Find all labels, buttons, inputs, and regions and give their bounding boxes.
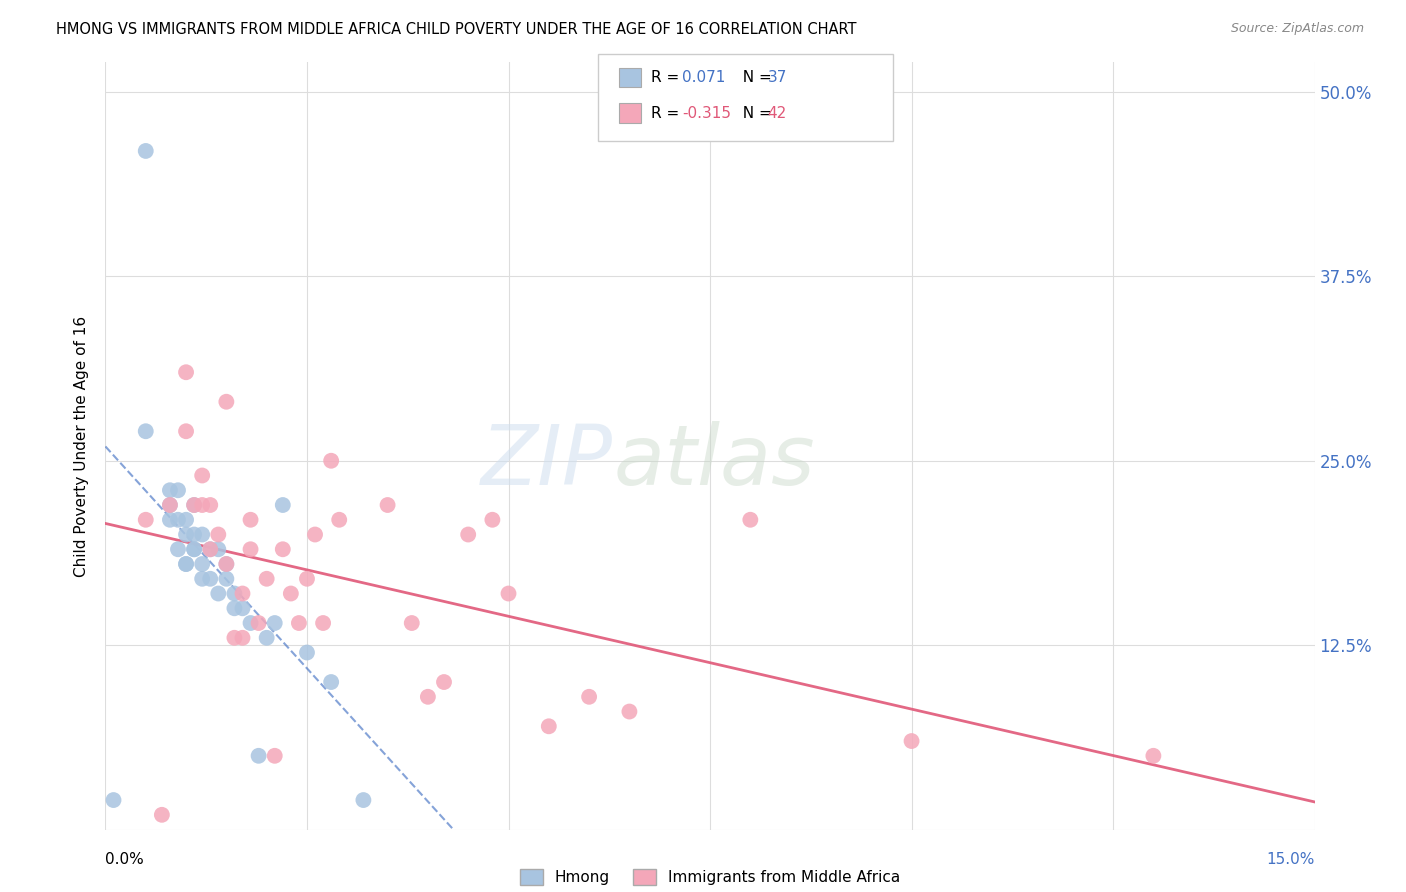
Point (619, 705, 641, 719)
Point (498, 586, 520, 600)
Text: 15.0%: 15.0% (1267, 852, 1315, 867)
Point (207, 527, 229, 541)
Point (167, 542, 190, 557)
Point (103, 793, 125, 807)
Point (135, 144, 157, 158)
Point (740, 513, 762, 527)
Point (191, 527, 214, 541)
Point (900, 734, 922, 748)
Point (231, 586, 253, 600)
Point (295, 572, 318, 586)
Point (183, 498, 205, 512)
Point (457, 527, 479, 541)
Point (159, 498, 181, 512)
Point (328, 513, 350, 527)
Text: 0.0%: 0.0% (105, 852, 145, 867)
Text: atlas: atlas (613, 421, 815, 502)
Point (231, 631, 253, 645)
Point (183, 498, 205, 512)
Text: N =: N = (733, 106, 776, 120)
Point (433, 675, 456, 690)
Point (295, 646, 318, 660)
Point (481, 513, 503, 527)
Point (321, 454, 343, 468)
Point (159, 513, 181, 527)
Point (183, 542, 205, 557)
Point (231, 601, 253, 615)
Point (247, 615, 270, 630)
Point (191, 468, 214, 483)
Text: 37: 37 (768, 70, 787, 85)
Point (183, 542, 205, 557)
Text: 0.071: 0.071 (682, 70, 725, 85)
Point (200, 498, 222, 512)
Point (312, 615, 335, 630)
Point (352, 793, 374, 807)
Text: ZIP: ZIP (481, 421, 613, 502)
Point (271, 498, 294, 512)
Point (256, 631, 278, 645)
Point (174, 557, 197, 571)
Point (288, 615, 311, 630)
Text: -0.315: -0.315 (682, 106, 731, 120)
Point (224, 586, 246, 600)
Point (1142, 748, 1164, 763)
Point (159, 498, 181, 512)
Point (191, 557, 214, 571)
Point (239, 513, 262, 527)
Point (263, 615, 285, 630)
Point (200, 542, 222, 557)
Point (215, 557, 238, 571)
Point (377, 498, 399, 512)
Point (207, 542, 229, 557)
Point (150, 807, 173, 822)
Point (416, 690, 439, 704)
Point (135, 424, 157, 438)
Point (174, 513, 197, 527)
Text: N =: N = (733, 70, 776, 85)
Point (200, 542, 222, 557)
Text: R =: R = (651, 106, 685, 120)
Point (174, 527, 197, 541)
Point (174, 424, 197, 438)
Legend: Hmong, Immigrants from Middle Africa: Hmong, Immigrants from Middle Africa (513, 863, 907, 891)
Point (135, 513, 157, 527)
Point (304, 527, 326, 541)
Point (200, 572, 222, 586)
Point (280, 586, 302, 600)
Point (183, 527, 205, 541)
Point (578, 690, 600, 704)
Text: R =: R = (651, 70, 685, 85)
Point (224, 601, 246, 615)
Point (239, 615, 262, 630)
Y-axis label: Child Poverty Under the Age of 16: Child Poverty Under the Age of 16 (75, 316, 90, 576)
Point (256, 572, 278, 586)
Point (401, 615, 423, 630)
Point (191, 572, 214, 586)
Point (215, 394, 238, 409)
Point (224, 631, 246, 645)
Point (247, 748, 270, 763)
Point (215, 557, 238, 571)
Point (167, 513, 190, 527)
Point (159, 483, 181, 498)
Text: Source: ZipAtlas.com: Source: ZipAtlas.com (1230, 22, 1364, 36)
Point (263, 748, 285, 763)
Point (271, 542, 294, 557)
Point (537, 719, 560, 733)
Point (174, 365, 197, 379)
Point (215, 572, 238, 586)
Point (167, 483, 190, 498)
Point (239, 542, 262, 557)
Point (321, 675, 343, 690)
Text: HMONG VS IMMIGRANTS FROM MIDDLE AFRICA CHILD POVERTY UNDER THE AGE OF 16 CORRELA: HMONG VS IMMIGRANTS FROM MIDDLE AFRICA C… (56, 22, 856, 37)
Point (207, 586, 229, 600)
Point (174, 557, 197, 571)
Point (191, 498, 214, 512)
Text: 42: 42 (768, 106, 787, 120)
